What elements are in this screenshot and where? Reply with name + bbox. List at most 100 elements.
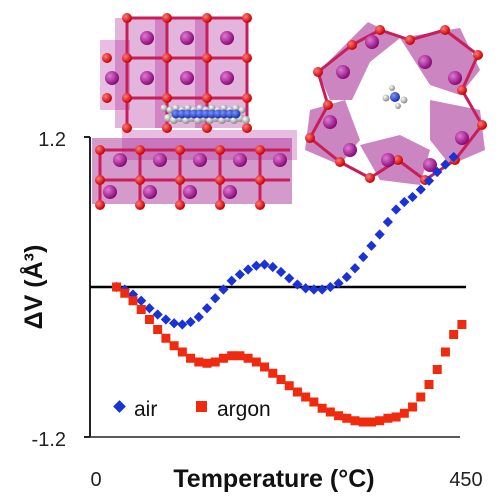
data-point-argon [153, 325, 163, 334]
data-point-air [226, 275, 237, 286]
data-point-argon [284, 381, 294, 391]
oxygen-atom [375, 25, 385, 35]
data-point-argon [169, 341, 179, 351]
data-point-argon [440, 347, 450, 357]
oxygen-atom [202, 13, 212, 23]
data-point-argon [218, 353, 228, 363]
metal-atom [153, 153, 167, 167]
oxygen-atom [393, 155, 403, 165]
metal-atom [193, 153, 207, 167]
data-point-air [333, 278, 344, 289]
data-point-air [415, 184, 426, 195]
metal-atom [233, 153, 247, 167]
oxygen-atom [313, 67, 323, 77]
oxygen-atom [135, 200, 145, 210]
oxygen-atom [95, 200, 105, 210]
oxygen-atom [477, 120, 487, 130]
oxygen-atom [440, 25, 450, 35]
oxygen-atom [202, 53, 212, 63]
oxygen-atom [122, 13, 132, 23]
data-point-air [136, 295, 147, 306]
data-point-argon [301, 392, 311, 402]
data-point-argon [194, 357, 204, 367]
metal-atom [448, 71, 462, 85]
data-point-air [152, 309, 163, 320]
data-point-argon [186, 353, 196, 363]
nitrogen-atom [390, 92, 400, 102]
carbon-atom [395, 103, 401, 109]
bond [308, 104, 330, 139]
data-point-argon [457, 320, 467, 329]
data-series [111, 151, 467, 427]
data-point-argon [243, 353, 253, 363]
data-point-argon [136, 305, 146, 314]
nitrogen-atom [231, 109, 241, 119]
data-point-argon [161, 333, 171, 343]
data-point-air [144, 303, 155, 314]
oxygen-atom [305, 133, 315, 143]
metal-atom [343, 143, 357, 157]
oxygen-atom [122, 93, 132, 103]
oxygen-atom [255, 145, 265, 155]
oxygen-atom [135, 175, 145, 185]
carbon-atom [184, 104, 192, 112]
oxygen-atom [242, 13, 252, 23]
data-point-air [399, 196, 410, 208]
carbon-atom [160, 104, 168, 112]
octahedron-face [430, 100, 485, 165]
data-point-argon [391, 412, 401, 422]
perovskite-cage-top-view [305, 22, 487, 185]
legend: air argon [113, 398, 271, 421]
oxygen-atom [335, 157, 345, 167]
data-point-air [366, 240, 377, 251]
oxygen-atom [323, 100, 333, 110]
carbon-atom [220, 104, 228, 112]
data-point-argon [260, 362, 270, 372]
bond [351, 28, 381, 47]
metal-atom [220, 71, 234, 85]
metal-atom [418, 55, 432, 69]
metal-atom [105, 71, 119, 85]
data-point-air [169, 318, 180, 329]
metal-atom [273, 153, 287, 167]
carbon-atom [166, 106, 174, 114]
data-point-air [185, 316, 196, 328]
data-point-argon [128, 296, 138, 306]
oxygen-atom [95, 175, 105, 185]
carbon-atom [208, 104, 216, 112]
carbon-atom [400, 96, 408, 104]
oxygen-atom [202, 123, 212, 133]
data-point-air [243, 264, 254, 275]
series-argon [112, 282, 467, 427]
oxygen-atom [202, 93, 212, 103]
oxygen-atom [162, 93, 172, 103]
legend-marker-air [113, 400, 126, 413]
oxygen-atom [102, 53, 112, 63]
metal-atom [180, 31, 194, 45]
oxygen-atom [175, 145, 185, 155]
data-point-air [300, 283, 311, 294]
bond [460, 54, 480, 91]
bond [309, 136, 341, 164]
oxygen-atom [242, 93, 252, 103]
carbon-atom [232, 104, 240, 112]
carbon-atom [242, 116, 250, 124]
data-point-argon [358, 417, 368, 427]
metal-atom [336, 65, 350, 79]
data-point-air [234, 269, 245, 280]
metal-atom [113, 153, 127, 167]
oxygen-atom [215, 145, 225, 155]
data-point-argon [342, 413, 352, 423]
data-point-argon [120, 288, 130, 298]
data-point-argon [202, 358, 212, 368]
data-point-air [259, 259, 270, 270]
carbon-atom [172, 104, 180, 112]
x-tick-label-start: 0 [90, 469, 101, 491]
metal-atom [223, 185, 237, 199]
oxygen-atom [162, 123, 172, 133]
oxygen-atom [175, 175, 185, 185]
data-point-argon [350, 416, 360, 426]
bond [316, 71, 330, 106]
data-point-air [210, 293, 221, 304]
metal-atom [381, 153, 395, 167]
